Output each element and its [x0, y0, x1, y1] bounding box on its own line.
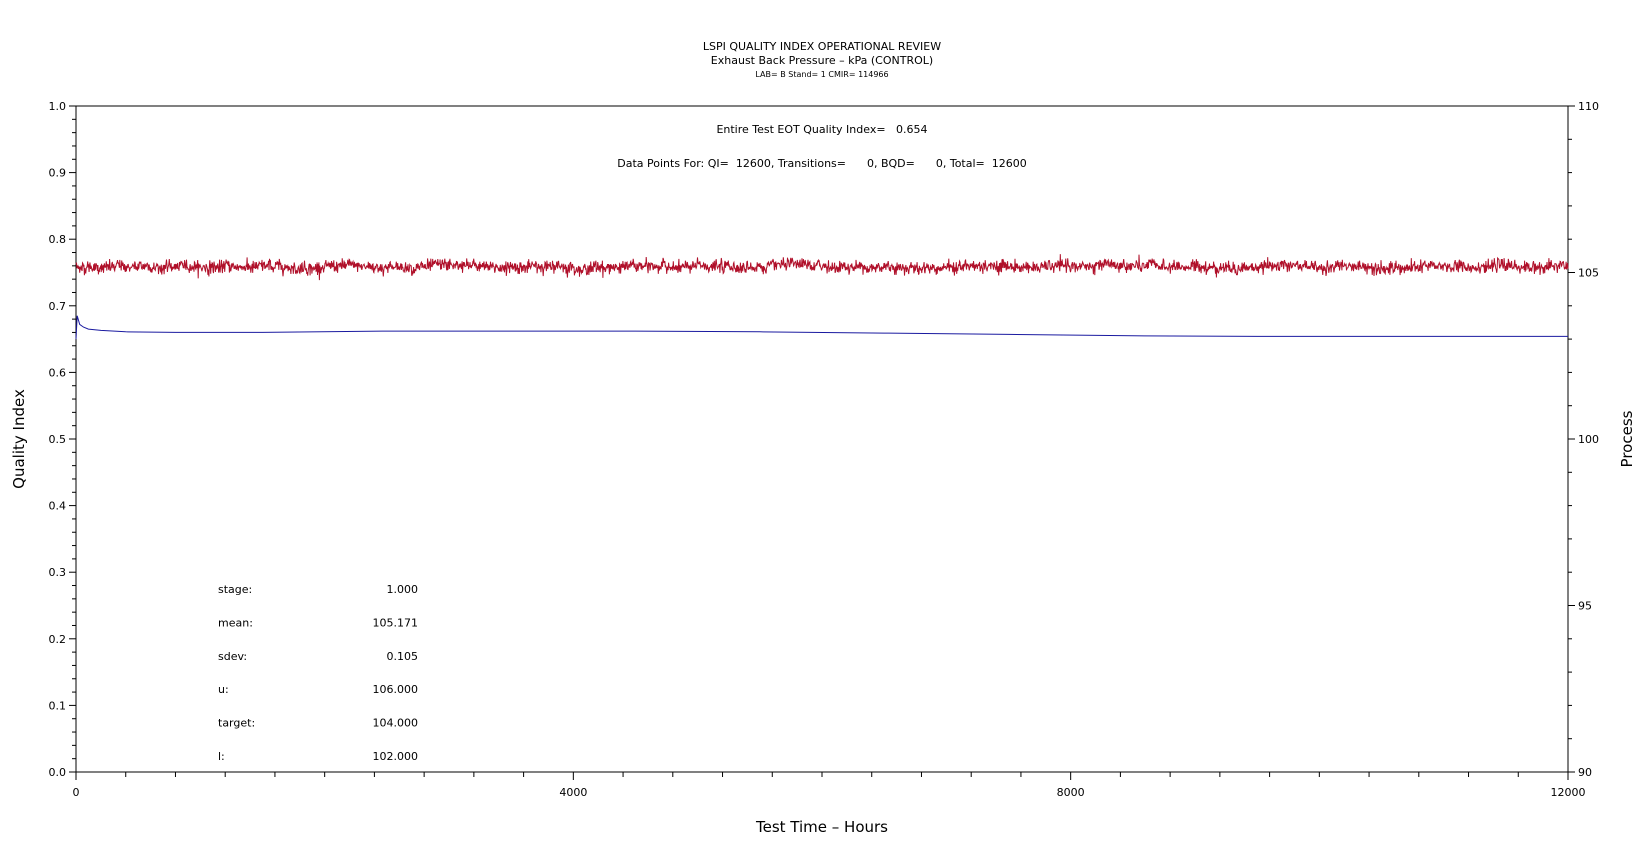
y-left-tick-label: 0.1 — [49, 699, 67, 712]
chart-title: LSPI QUALITY INDEX OPERATIONAL REVIEW — [703, 40, 941, 53]
bottom-axis: 0 4000 8000 12000 — [73, 772, 1586, 799]
y-left-tick-label: 1.0 — [49, 100, 67, 113]
chart-subtitle-lab: LAB= B Stand= 1 CMIR= 114966 — [755, 70, 888, 79]
quality-index-series-line — [75, 315, 1568, 340]
y-left-tick-label: 0.5 — [49, 433, 67, 446]
y-left-tick-label: 0.8 — [49, 233, 67, 246]
y-right-tick-label: 110 — [1578, 100, 1599, 113]
stat-label: sdev: — [218, 650, 247, 663]
y-axis-right-label: Process — [1618, 410, 1636, 467]
y-left-tick-label: 0.6 — [49, 366, 67, 379]
stat-value: 102.000 — [373, 750, 419, 763]
left-axis: 0.0 0.1 0.2 0.3 0.4 0.5 0.6 0.7 0.8 0.9 1.0 — [49, 100, 76, 779]
chart-subtitle: Exhaust Back Pressure – kPa (CONTROL) — [711, 54, 933, 67]
stats-table: stage: 1.000 mean: 105.171 sdev: 0.105 u: 106.0… — [218, 583, 418, 763]
right-axis: 90 95 100 105 110 — [1568, 100, 1599, 779]
stat-label: target: — [218, 717, 255, 730]
process-series-line — [75, 254, 1569, 281]
stat-value: 1.000 — [387, 583, 419, 596]
x-tick-label: 12000 — [1551, 786, 1586, 799]
plot-frame — [75, 105, 1569, 773]
x-tick-label: 4000 — [559, 786, 587, 799]
stat-label: u: — [218, 683, 229, 696]
data-points-text: Data Points For: QI= 12600, Transitions=… — [617, 157, 1026, 170]
y-left-tick-label: 0.2 — [49, 633, 67, 646]
series-layer — [75, 254, 1569, 340]
x-tick-label: 0 — [73, 786, 80, 799]
y-left-tick-label: 0.3 — [49, 566, 67, 579]
y-left-tick-label: 0.4 — [49, 500, 67, 513]
y-left-tick-label: 0.7 — [49, 300, 67, 313]
y-right-tick-label: 100 — [1578, 433, 1599, 446]
y-left-tick-label: 0.0 — [49, 766, 67, 779]
stat-value: 105.171 — [373, 616, 419, 629]
y-left-tick-label: 0.9 — [49, 167, 67, 180]
x-tick-label: 8000 — [1057, 786, 1085, 799]
x-axis-label: Test Time – Hours — [755, 818, 888, 836]
stat-label: l: — [218, 750, 225, 763]
y-right-tick-label: 95 — [1578, 600, 1592, 613]
eot-quality-index-text: Entire Test EOT Quality Index= 0.654 — [716, 123, 927, 136]
y-axis-left-label: Quality Index — [10, 389, 28, 489]
stat-value: 106.000 — [373, 683, 419, 696]
stat-value: 0.105 — [387, 650, 419, 663]
stat-label: stage: — [218, 583, 252, 596]
y-right-tick-label: 90 — [1578, 766, 1592, 779]
stat-value: 104.000 — [373, 717, 419, 730]
y-right-tick-label: 105 — [1578, 267, 1599, 280]
stat-label: mean: — [218, 616, 253, 629]
